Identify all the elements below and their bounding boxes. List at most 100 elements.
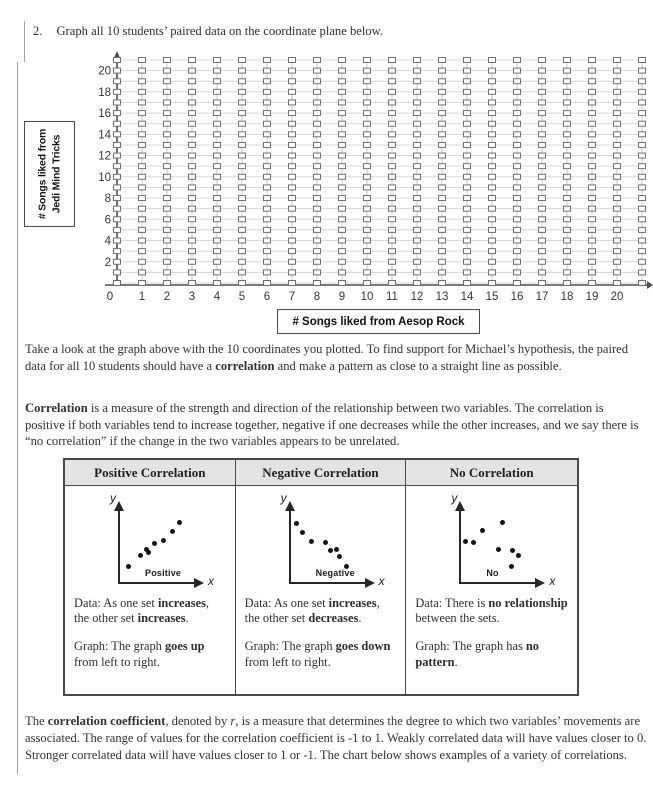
- scatter-dot: [327, 548, 333, 554]
- cell-description: Data: As one set increases, the other se…: [245, 596, 397, 670]
- graph-description: Graph: The graph goes down from left to …: [244, 639, 391, 669]
- svg-text:6: 6: [264, 291, 270, 303]
- direction-label: Negative: [315, 568, 355, 578]
- svg-text:8: 8: [105, 193, 111, 205]
- scatter-dot: [471, 539, 477, 545]
- y-axis-title-line-2: Jedi Mind Tricks: [49, 134, 62, 214]
- svg-text:2: 2: [164, 291, 170, 303]
- y-axis-arrow-icon: [455, 501, 466, 511]
- x-axis-arrow-icon: [535, 578, 546, 588]
- data-description: Data: As one set increases, the other se…: [244, 596, 380, 626]
- scatter-dot: [146, 550, 152, 556]
- scatter-dot: [343, 564, 349, 570]
- x-axis-letter: x: [378, 574, 385, 588]
- y-axis-title: # Songs liked from Jedi Mind Tricks: [36, 123, 63, 225]
- negative-correlation-graph: y Negative x: [245, 490, 397, 596]
- svg-text:8: 8: [314, 291, 320, 303]
- svg-text:13: 13: [436, 291, 449, 303]
- y-axis-arrow-icon: [284, 501, 295, 511]
- svg-text:14: 14: [461, 291, 474, 303]
- table-cell-no-correlation: y No x Data: There is no relationship be…: [406, 486, 577, 694]
- paragraph-correlation-definition: Correlation is a measure of the strength…: [25, 401, 639, 448]
- scatter-dot: [337, 554, 343, 559]
- svg-text:1: 1: [139, 291, 145, 303]
- svg-text:2: 2: [105, 257, 111, 269]
- scatter-dot: [143, 547, 149, 552]
- y-axis-arrow-icon: [114, 501, 124, 511]
- scatter-dot: [480, 528, 486, 534]
- table-cell-positive: y Positive x Data: As one set increases,…: [65, 486, 236, 694]
- svg-text:17: 17: [536, 291, 549, 303]
- scatter-dot: [496, 547, 502, 552]
- x-axis-arrow-icon: [194, 578, 204, 588]
- question-2: 2. Graph all 10 students’ paired data on…: [33, 24, 633, 39]
- data-description: Data: There is no relationship between t…: [415, 596, 568, 626]
- scatter-dot: [508, 564, 514, 570]
- scatter-dot: [463, 538, 469, 544]
- scatter-points: [123, 513, 189, 579]
- x-axis-arrow-icon: [364, 578, 375, 588]
- positive-correlation-graph: y Positive x: [74, 490, 226, 596]
- scatter-dot: [160, 538, 166, 543]
- mini-axes: Negative: [284, 501, 375, 588]
- scatter-points: [294, 513, 360, 579]
- scatter-dot: [294, 521, 300, 527]
- svg-text:0: 0: [107, 291, 113, 303]
- paragraph-graph-intro: Take a look at the graph above with the …: [25, 342, 629, 373]
- svg-text:3: 3: [189, 291, 195, 303]
- table-header-positive-correlation: Positive Correlation: [65, 460, 236, 486]
- mini-axes: No: [455, 501, 546, 588]
- graph-description: Graph: The graph has no pattern.: [415, 639, 539, 669]
- scatter-dot: [334, 547, 340, 552]
- table-header-no-correlation: No Correlation: [406, 460, 577, 486]
- svg-text:16: 16: [98, 108, 111, 120]
- svg-text:20: 20: [611, 291, 624, 303]
- scatter-dot: [510, 548, 516, 554]
- table-cell-negative: y Negative x Data: As one set increases,…: [236, 486, 407, 694]
- svg-text:5: 5: [239, 291, 245, 303]
- mini-axes: Positive: [114, 501, 204, 588]
- svg-text:19: 19: [586, 291, 599, 303]
- direction-label: No: [486, 568, 499, 578]
- svg-text:20: 20: [98, 66, 111, 78]
- x-axis-letter: x: [208, 574, 214, 588]
- y-axis-title-box: # Songs liked from Jedi Mind Tricks: [24, 121, 75, 227]
- y-axis-title-line-1: # Songs liked from: [35, 128, 48, 220]
- x-axis-letter: x: [549, 574, 556, 588]
- scatter-dot: [323, 539, 329, 545]
- scatter-dot: [500, 519, 506, 525]
- scatter-dot: [126, 563, 132, 569]
- svg-text:4: 4: [105, 236, 112, 248]
- svg-text:10: 10: [98, 172, 111, 184]
- svg-text:7: 7: [289, 291, 295, 303]
- svg-text:6: 6: [105, 214, 111, 226]
- data-description: Data: As one set increases, the other se…: [74, 596, 210, 626]
- table-header-negative-correlation: Negative Correlation: [235, 460, 407, 486]
- svg-text:16: 16: [511, 291, 524, 303]
- scatter-dot: [138, 552, 144, 558]
- svg-text:14: 14: [98, 129, 111, 141]
- question-text: Graph all 10 students’ paired data on th…: [56, 24, 384, 38]
- scatter-dot: [516, 553, 522, 559]
- svg-text:10: 10: [361, 291, 374, 303]
- question-number: 2.: [33, 24, 43, 38]
- direction-label: Positive: [145, 568, 182, 578]
- coordinate-grid: 0 1 2 3 4 5 6 7 8 9 10 11 12 13 14 15 16 17 18 19 2020181614…: [98, 51, 653, 303]
- cell-description: Data: As one set increases, the other se…: [74, 596, 226, 670]
- svg-text:15: 15: [486, 291, 499, 303]
- svg-text:9: 9: [339, 291, 345, 303]
- x-axis-title-box: # Songs liked from Aesop Rock: [277, 309, 480, 334]
- graph-description: Graph: The graph goes up from left to ri…: [74, 639, 205, 669]
- y-axis-letter: y: [110, 491, 116, 505]
- svg-text:11: 11: [386, 291, 398, 303]
- coordinate-plane: 0 1 2 3 4 5 6 7 8 9 10 11 12 13 14 15 16 17 18 19 20 20 18 16 14…: [90, 47, 653, 307]
- svg-text:18: 18: [98, 87, 111, 99]
- correlation-table: Positive Correlation Negative Correlatio…: [63, 458, 579, 696]
- left-border-line: [24, 21, 25, 62]
- x-axis-title: # Songs liked from Aesop Rock: [292, 315, 465, 328]
- scatter-dot: [176, 520, 182, 526]
- scatter-dot: [170, 529, 176, 535]
- left-border-line: [17, 62, 18, 774]
- scatter-dot: [309, 538, 315, 544]
